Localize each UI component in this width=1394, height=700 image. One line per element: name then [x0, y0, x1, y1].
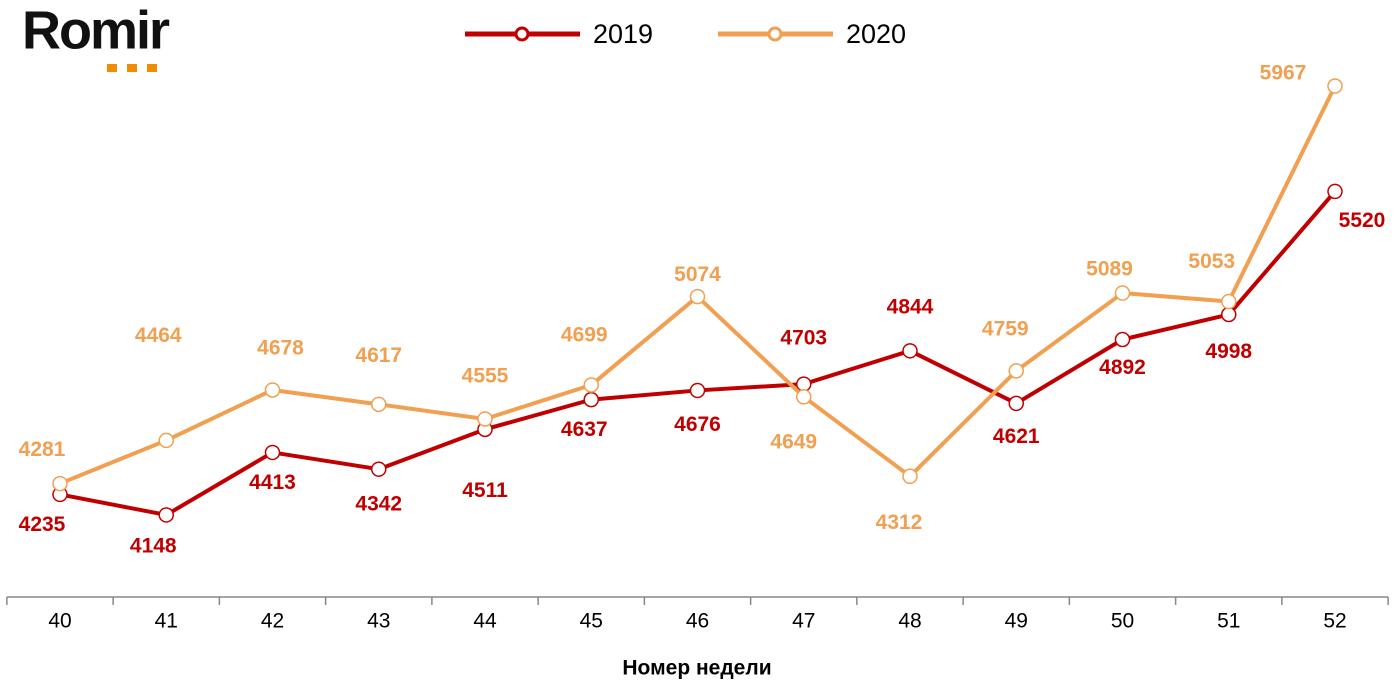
x-tick-label: 49	[1005, 610, 1028, 633]
logo-dot	[147, 64, 157, 72]
data-label: 5053	[1188, 250, 1235, 273]
data-label: 4844	[887, 295, 934, 318]
data-point	[371, 461, 387, 477]
data-point	[371, 396, 387, 413]
data-label: 4464	[135, 324, 182, 347]
x-tick-label: 46	[686, 610, 709, 633]
data-point	[1008, 363, 1024, 379]
x-axis-label: Номер недели	[622, 657, 771, 680]
x-tick-label: 52	[1323, 610, 1346, 633]
data-point	[583, 391, 599, 408]
data-label: 4649	[770, 430, 817, 453]
data-point	[1327, 78, 1343, 94]
legend-label: 2020	[846, 19, 906, 49]
data-label: 4413	[249, 471, 296, 494]
data-label: 4703	[780, 327, 827, 350]
data-label: 4511	[462, 479, 508, 502]
data-label: 4312	[876, 511, 923, 534]
data-label: 4699	[561, 324, 608, 347]
series-line	[59, 190, 1337, 517]
data-label: 4637	[561, 418, 608, 441]
data-label: 4148	[130, 534, 177, 557]
legend-marker	[514, 26, 530, 42]
data-point	[689, 382, 706, 399]
legend-marker	[767, 26, 783, 42]
data-label: 5967	[1260, 62, 1307, 85]
data-label: 4281	[19, 438, 66, 461]
data-label: 4555	[462, 365, 509, 388]
data-point	[158, 507, 174, 523]
data-point	[689, 288, 706, 305]
data-label: 4617	[355, 344, 402, 367]
data-label: 4621	[993, 425, 1040, 448]
data-point	[902, 343, 918, 359]
data-label: 4759	[982, 317, 1029, 340]
data-point	[52, 475, 68, 492]
data-point	[1327, 183, 1343, 200]
data-label: 4235	[19, 513, 66, 536]
data-point	[583, 377, 599, 393]
data-point	[264, 444, 281, 461]
logo-dot	[107, 64, 117, 72]
x-tick-label: 41	[155, 610, 178, 633]
data-point	[158, 432, 174, 449]
x-tick-label: 51	[1217, 610, 1240, 633]
data-label: 5074	[674, 263, 721, 286]
logo: Romir	[22, 0, 170, 60]
data-point	[1221, 306, 1237, 323]
x-tick-label: 48	[898, 610, 921, 633]
data-label: 5089	[1086, 258, 1133, 281]
data-point	[477, 411, 493, 427]
data-point	[902, 468, 918, 485]
data-label: 4892	[1099, 356, 1146, 379]
x-tick-label: 44	[473, 610, 497, 633]
x-tick-label: 43	[367, 610, 390, 633]
x-tick-label: 40	[48, 610, 71, 633]
data-label: 4678	[257, 337, 304, 360]
x-tick-label: 47	[792, 610, 815, 633]
data-point	[264, 382, 281, 398]
data-point	[1221, 293, 1237, 310]
data-point	[796, 389, 812, 405]
legend-label: 2019	[593, 19, 653, 49]
data-point	[1114, 285, 1131, 301]
logo-dot	[127, 64, 137, 72]
data-label: 4676	[674, 413, 721, 436]
data-label: 4998	[1205, 340, 1252, 363]
x-tick-label: 45	[580, 610, 603, 633]
data-point	[796, 376, 812, 392]
data-point	[1008, 395, 1024, 412]
x-tick-label: 42	[261, 610, 284, 633]
x-tick-label: 50	[1111, 610, 1134, 633]
data-point	[1114, 331, 1131, 348]
data-label: 5520	[1339, 209, 1386, 232]
data-label: 4342	[355, 493, 402, 516]
